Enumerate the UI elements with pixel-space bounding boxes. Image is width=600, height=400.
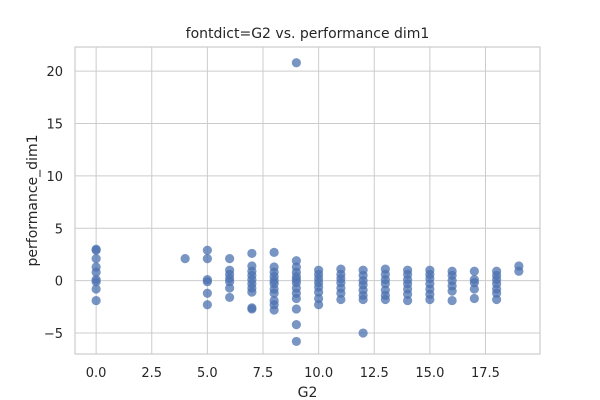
y-axis-label: performance_dim1 — [25, 135, 41, 267]
data-point — [202, 277, 212, 287]
data-point — [247, 287, 257, 297]
data-point — [403, 289, 413, 299]
y-tick-label: 15 — [46, 117, 63, 132]
x-tick-label: 15.0 — [415, 366, 444, 381]
data-point — [492, 294, 502, 305]
data-point — [291, 293, 301, 304]
data-point — [358, 294, 368, 305]
x-tick-label: 12.5 — [360, 366, 389, 381]
data-point — [314, 300, 324, 310]
data-point — [91, 245, 101, 255]
data-point — [380, 279, 390, 289]
x-tick-labels: 0.0 2.5 5.0 7.5 10.0 12.5 15.0 17.5 — [86, 366, 500, 381]
data-point — [425, 294, 435, 305]
data-point — [314, 293, 324, 304]
data-point — [447, 295, 457, 306]
data-point — [291, 256, 301, 266]
data-point — [225, 254, 235, 264]
data-point — [336, 294, 346, 305]
data-point — [202, 288, 212, 298]
plot-frame — [74, 46, 541, 355]
y-tick-label: 5 — [55, 222, 63, 237]
data-point — [247, 304, 257, 314]
data-point — [291, 304, 301, 314]
x-tick-label: 17.5 — [471, 366, 500, 381]
data-point — [469, 284, 479, 294]
data-point — [180, 254, 190, 264]
x-tick-label: 5.0 — [197, 366, 218, 381]
data-point — [358, 328, 368, 338]
grid — [75, 47, 540, 354]
data-point — [269, 288, 279, 298]
x-tick-label: 7.5 — [253, 366, 274, 381]
data-point — [269, 247, 279, 257]
data-point — [291, 336, 301, 347]
data-point — [91, 267, 101, 277]
x-tick-label: 10.0 — [304, 366, 333, 381]
data-point — [91, 254, 101, 264]
data-point — [514, 266, 524, 276]
x-tick-label: 0.0 — [86, 366, 107, 381]
data-point — [469, 266, 479, 276]
data-point — [225, 283, 235, 293]
x-axis-label: G2 — [298, 385, 318, 400]
data-point — [492, 288, 502, 298]
data-point — [202, 245, 212, 255]
y-tick-label: 20 — [46, 65, 63, 80]
data-point — [91, 295, 101, 306]
data-point — [291, 320, 301, 330]
data-points — [91, 58, 524, 347]
data-point — [91, 284, 101, 294]
data-point — [336, 288, 346, 298]
x-tick-label: 2.5 — [141, 366, 162, 381]
y-tick-label: 10 — [46, 170, 63, 185]
data-point — [202, 254, 212, 264]
data-point — [91, 277, 101, 287]
data-point — [380, 294, 390, 305]
data-point — [269, 305, 279, 315]
data-point — [447, 286, 457, 296]
data-point — [469, 278, 479, 288]
y-tick-label: 0 — [55, 275, 63, 290]
data-point — [225, 277, 235, 287]
data-point — [247, 248, 257, 259]
data-point — [403, 295, 413, 306]
data-point — [202, 300, 212, 310]
data-point — [469, 293, 479, 304]
data-point — [314, 287, 324, 297]
y-tick-label: −5 — [44, 327, 63, 342]
chart-title: fontdict=G2 vs. performance dim1 — [186, 26, 430, 42]
data-point — [291, 58, 301, 68]
data-point — [225, 292, 235, 303]
y-tick-labels: −5 0 5 10 15 20 — [44, 65, 63, 342]
